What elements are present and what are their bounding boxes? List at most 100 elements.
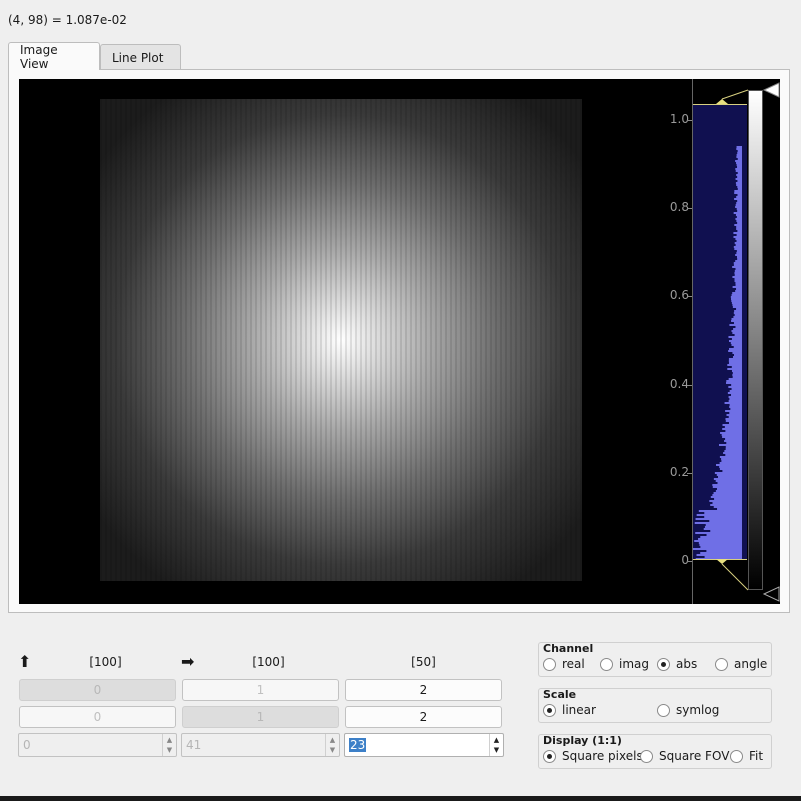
- histogram-bar: [729, 406, 742, 408]
- dim0-row2-button[interactable]: 0: [19, 706, 176, 728]
- histogram-bar: [732, 276, 742, 278]
- histogram-bar: [733, 312, 742, 314]
- histogram-bar: [698, 538, 742, 540]
- dim2-spinbox[interactable]: 23 ▲ ▼: [344, 733, 504, 757]
- level-max-handle: [716, 99, 728, 104]
- gradient-min-tick: [762, 586, 780, 602]
- histogram-bar: [735, 290, 742, 292]
- histogram-bar: [713, 492, 742, 494]
- dim1-spinbox[interactable]: 41 ▲ ▼: [181, 733, 340, 757]
- histogram-bar: [729, 404, 742, 406]
- histogram-bar: [706, 550, 742, 552]
- histogram-bar: [732, 356, 742, 358]
- histogram-axis: [692, 79, 693, 604]
- histogram-bars: [693, 146, 742, 559]
- histogram-bar: [731, 338, 742, 340]
- radio-dot-icon: [715, 657, 728, 671]
- channel-angle-radio[interactable]: angle: [715, 657, 767, 671]
- histogram-bar: [716, 488, 742, 490]
- dim2-row2-button[interactable]: 2: [345, 706, 502, 728]
- display-group: Display (1:1) Square pixels Square FOV F…: [538, 734, 772, 769]
- histogram-bar: [719, 468, 742, 470]
- histogram-bar: [735, 206, 742, 208]
- gradient-bar[interactable]: [748, 90, 763, 590]
- dim0-row1-button[interactable]: 0: [19, 679, 176, 701]
- display-square-fov-radio[interactable]: Square FOV: [640, 749, 729, 763]
- histogram-bar: [725, 446, 742, 448]
- histogram-bar: [719, 466, 742, 468]
- histogram-bar: [731, 388, 742, 390]
- channel-imag-radio[interactable]: imag: [600, 657, 649, 671]
- histogram-bar: [737, 194, 742, 196]
- histogram-bar: [704, 516, 742, 518]
- spinbox-arrows-icon[interactable]: ▲ ▼: [162, 734, 176, 756]
- histogram-tick-label: 0.8: [669, 200, 689, 215]
- histogram-bar: [736, 220, 742, 222]
- histogram-tick-label: 0.2: [669, 464, 689, 479]
- histogram-bar: [734, 248, 742, 250]
- histogram-bar: [735, 218, 742, 220]
- histogram-bar: [735, 254, 742, 256]
- histogram-bar: [728, 416, 742, 418]
- display-square-pixels-radio[interactable]: Square pixels: [543, 749, 643, 763]
- image-display[interactable]: [100, 99, 582, 581]
- histogram-bar: [731, 370, 742, 372]
- histogram-bar: [737, 200, 742, 202]
- histogram-bar: [731, 318, 742, 320]
- histogram-bar: [714, 498, 742, 500]
- histogram-bar: [733, 346, 742, 348]
- histogram-tick-mark: [687, 120, 692, 121]
- spinbox-arrows-icon[interactable]: ▲ ▼: [325, 734, 339, 756]
- up-arrow-icon: ⬆: [18, 652, 32, 671]
- tab-image-view[interactable]: Image View: [8, 42, 100, 71]
- scale-symlog-radio[interactable]: symlog: [657, 703, 719, 717]
- image-view-canvas[interactable]: 1.0 0.8 0.6 0.4 0.2 0: [19, 79, 780, 604]
- histogram-bar: [733, 232, 742, 234]
- histogram-bar: [725, 410, 742, 412]
- level-max-connector: [721, 89, 749, 100]
- tab-line-plot[interactable]: Line Plot: [100, 44, 181, 70]
- histogram-bar: [734, 192, 742, 194]
- channel-abs-radio[interactable]: abs: [657, 657, 697, 671]
- dim0-spinbox[interactable]: 0 ▲ ▼: [18, 733, 177, 757]
- radio-dot-icon: [600, 657, 613, 671]
- histogram-bar: [733, 262, 742, 264]
- histogram-bar: [709, 500, 742, 502]
- dim1-spinbox-value: 41: [186, 738, 202, 752]
- dim2-row1-button[interactable]: 2: [345, 679, 502, 701]
- histogram-bar: [735, 168, 742, 170]
- dim1-row2-button[interactable]: 1: [182, 706, 339, 728]
- histogram-bar: [696, 514, 742, 516]
- histogram-bar: [736, 288, 742, 290]
- radio-dot-icon: [640, 749, 653, 763]
- histogram-bar: [724, 402, 742, 404]
- histogram-bar: [716, 474, 742, 476]
- spinbox-arrows-icon[interactable]: ▲ ▼: [489, 734, 503, 756]
- histogram-bar: [725, 448, 742, 450]
- histogram-bar: [736, 202, 742, 204]
- histogram-bar: [737, 166, 742, 168]
- channel-group: Channel real imag abs angle: [538, 642, 772, 677]
- histogram-bar: [731, 330, 742, 332]
- histogram-bar: [731, 320, 742, 322]
- histogram-bar: [734, 272, 742, 274]
- histogram-bar: [696, 554, 742, 556]
- histogram-bar: [721, 458, 742, 460]
- histogram-bar: [722, 470, 742, 472]
- histogram-bar: [698, 510, 742, 512]
- histogram-plot[interactable]: [693, 104, 747, 559]
- histogram-bar: [736, 154, 742, 156]
- histogram-bar: [694, 522, 742, 524]
- histogram-bar: [730, 408, 742, 410]
- histogram-bar: [710, 496, 742, 498]
- histogram-bar: [734, 242, 742, 244]
- level-max-line[interactable]: [693, 104, 747, 105]
- display-fit-radio[interactable]: Fit: [730, 749, 763, 763]
- histogram-bar: [734, 310, 742, 312]
- scale-linear-radio[interactable]: linear: [543, 703, 596, 717]
- dim1-row1-button[interactable]: 1: [182, 679, 339, 701]
- channel-real-radio[interactable]: real: [543, 657, 585, 671]
- histogram-bar: [736, 308, 742, 310]
- histogram-bar: [726, 382, 742, 384]
- histogram-bar: [733, 328, 742, 330]
